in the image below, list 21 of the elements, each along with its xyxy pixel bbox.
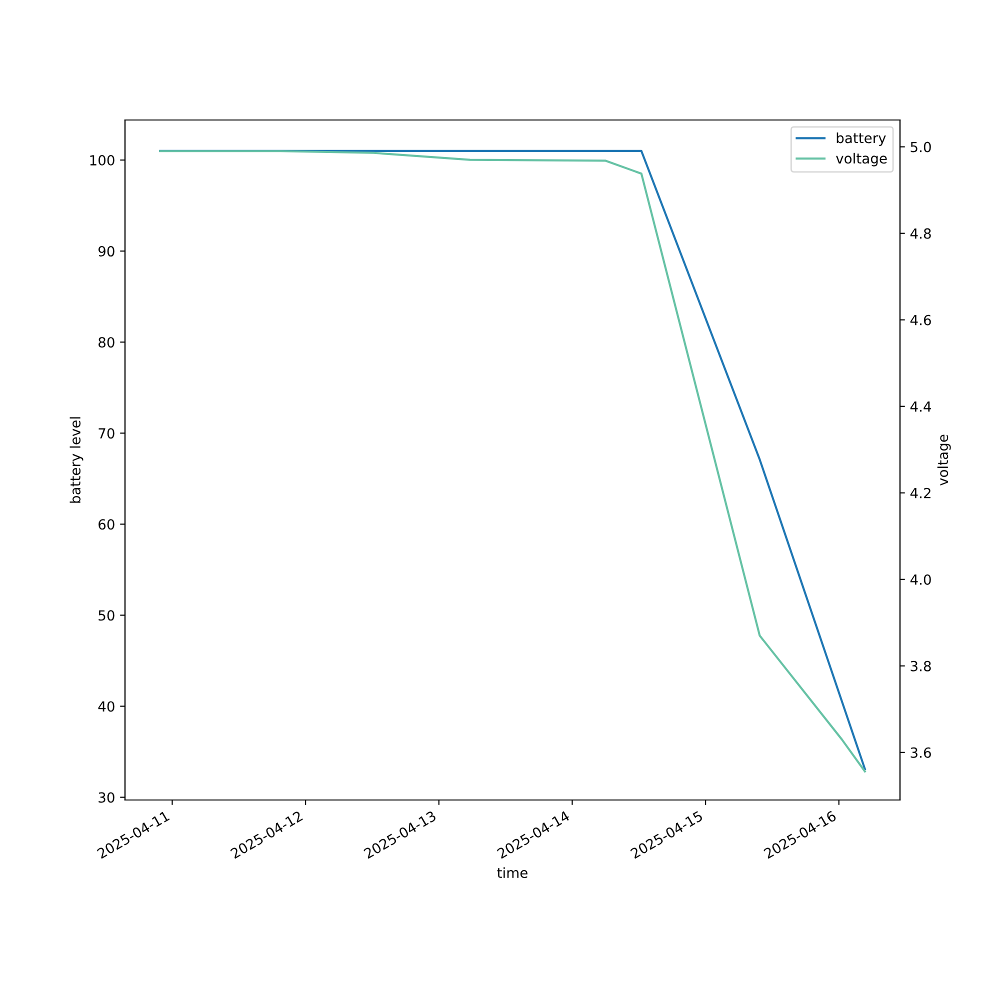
y-tick-label: 80 (98, 337, 114, 348)
y2-tick-label: 4.4 (910, 402, 932, 412)
y2-axis-title: voltage (937, 434, 951, 486)
y2-tick-label: 4.6 (910, 314, 931, 326)
y-tick-label: 50 (98, 610, 114, 621)
y-tick-label: 90 (98, 246, 114, 257)
y2-tick-label: 4.2 (910, 488, 930, 498)
legend-label: battery (836, 132, 886, 146)
y2-tick-label: 4.8 (910, 228, 931, 239)
y-axis-title: battery level (70, 417, 84, 503)
y2-tick-label: 4.0 (910, 574, 931, 585)
y-tick-label: 60 (98, 519, 114, 530)
y2-tick-label: 5.0 (910, 142, 931, 152)
y-tick-label: 30 (98, 792, 114, 803)
legend-label: voltage (836, 152, 887, 166)
y-tick-label: 40 (98, 701, 114, 712)
y2-tick-label: 3.6 (910, 747, 931, 758)
x-axis-title: time (497, 867, 528, 878)
y-tick-label: 70 (98, 428, 114, 439)
y2-tick-label: 3.8 (910, 660, 931, 672)
y-tick-label: 100 (90, 155, 114, 166)
